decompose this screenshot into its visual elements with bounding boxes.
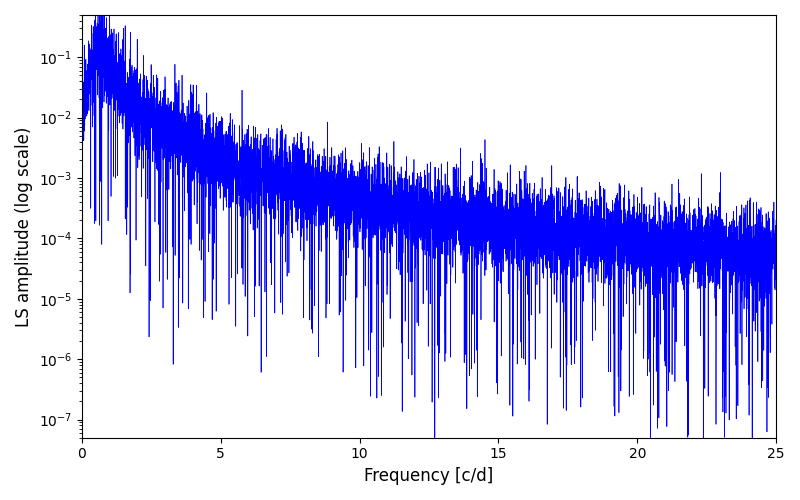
X-axis label: Frequency [c/d]: Frequency [c/d] (364, 467, 494, 485)
Y-axis label: LS amplitude (log scale): LS amplitude (log scale) (15, 126, 33, 326)
